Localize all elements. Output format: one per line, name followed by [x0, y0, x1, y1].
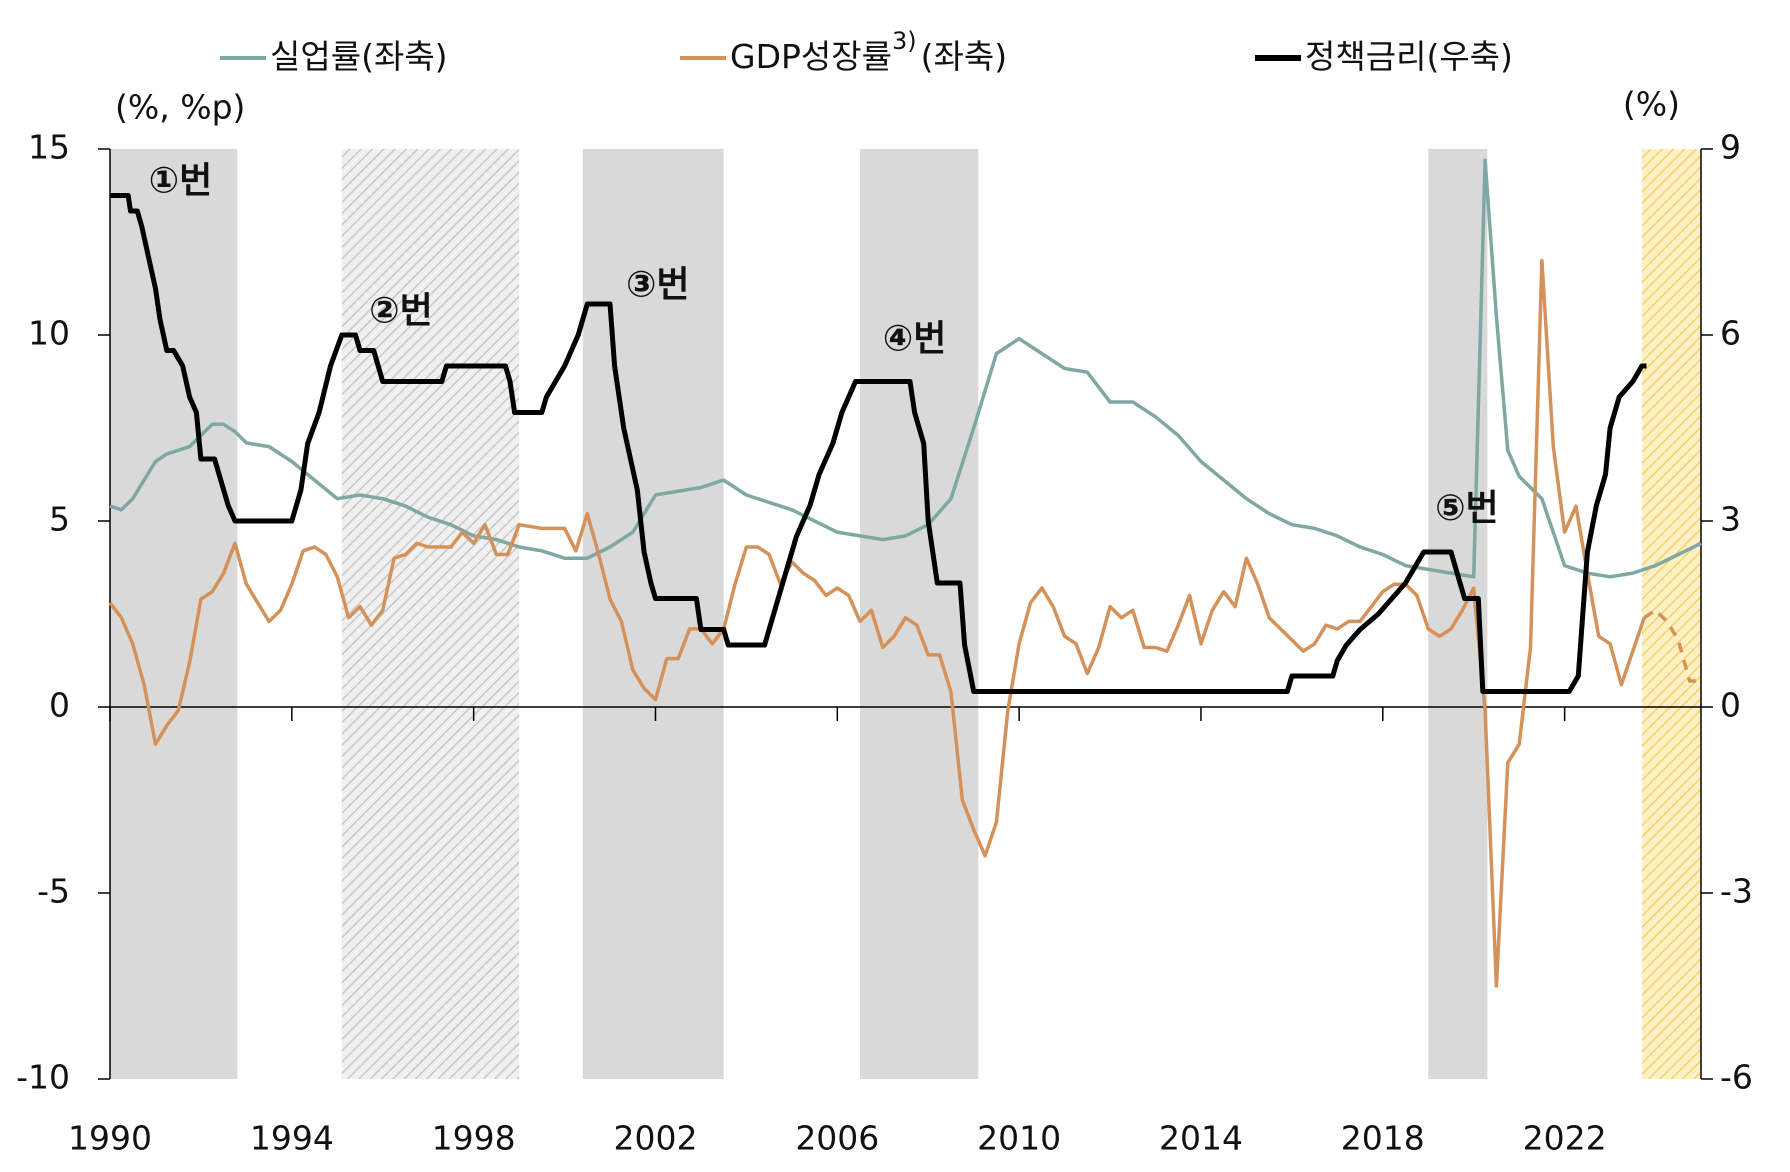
- shaded-region: [860, 149, 979, 1079]
- x-tick-label: 1994: [250, 1119, 334, 1158]
- series-line: [108, 258, 1646, 988]
- y2-axis-label: (%): [1623, 85, 1680, 124]
- legend-text: GDP성장률: [730, 37, 892, 76]
- y-tick-label: 0: [49, 686, 70, 725]
- legend-label: GDP성장률3) (좌축): [730, 27, 1007, 76]
- x-tick-label: 2014: [1159, 1119, 1243, 1158]
- annotation: ①번: [149, 160, 213, 201]
- y2-tick-label: 0: [1720, 686, 1741, 725]
- y2-tick-label: -6: [1720, 1058, 1753, 1097]
- annotation: ④번: [883, 319, 947, 360]
- y-tick-label: -5: [37, 872, 70, 911]
- y2-tick-label: 6: [1720, 314, 1741, 353]
- x-tick-label: 2018: [1341, 1119, 1425, 1158]
- axes: [98, 148, 1713, 1080]
- annotation: ③번: [626, 265, 690, 306]
- shaded-region: [341, 149, 520, 1079]
- y-tick-label: 15: [28, 128, 70, 167]
- y-tick-label: -10: [16, 1058, 70, 1097]
- annotation: ②번: [369, 291, 433, 332]
- legend-text: 정책금리(우축): [1305, 37, 1513, 76]
- x-tick-label: 2010: [977, 1119, 1061, 1158]
- legend-text: 실업률(좌축): [270, 37, 448, 76]
- legend-label: 정책금리(우축): [1305, 37, 1513, 76]
- x-tick-label: 2022: [1523, 1119, 1607, 1158]
- legend-text: 3): [892, 27, 917, 55]
- lines: [108, 158, 1702, 988]
- series-line: [109, 158, 1702, 579]
- y-tick-label: 10: [28, 314, 70, 353]
- y2-tick-label: 9: [1720, 128, 1741, 167]
- y-tick-label: 5: [49, 500, 70, 539]
- shaded-region: [110, 149, 238, 1079]
- annotation: ⑤번: [1435, 488, 1499, 529]
- labels: (%, %p) (%) -10 -5 0 5 10 15 -6 -3 0 3 6 9 1990 1994 1…: [16, 85, 1753, 1158]
- y2-tick-label: -3: [1720, 872, 1753, 911]
- legend-text: (좌축): [921, 37, 1007, 76]
- y2-tick-label: 3: [1720, 500, 1741, 539]
- shaded-regions: [110, 149, 1701, 1079]
- legend: 실업률(좌축) GDP성장률3) (좌축) 정책금리(우축): [220, 27, 1513, 76]
- x-tick-label: 2002: [613, 1119, 697, 1158]
- y-axis-label: (%, %p): [115, 88, 245, 127]
- x-tick-label: 1998: [432, 1119, 516, 1158]
- series-line: [110, 193, 1647, 694]
- series-line: [1643, 608, 1701, 683]
- legend-label: 실업률(좌축): [270, 37, 448, 76]
- x-tick-label: 2006: [795, 1119, 879, 1158]
- x-tick-label: 1990: [68, 1119, 152, 1158]
